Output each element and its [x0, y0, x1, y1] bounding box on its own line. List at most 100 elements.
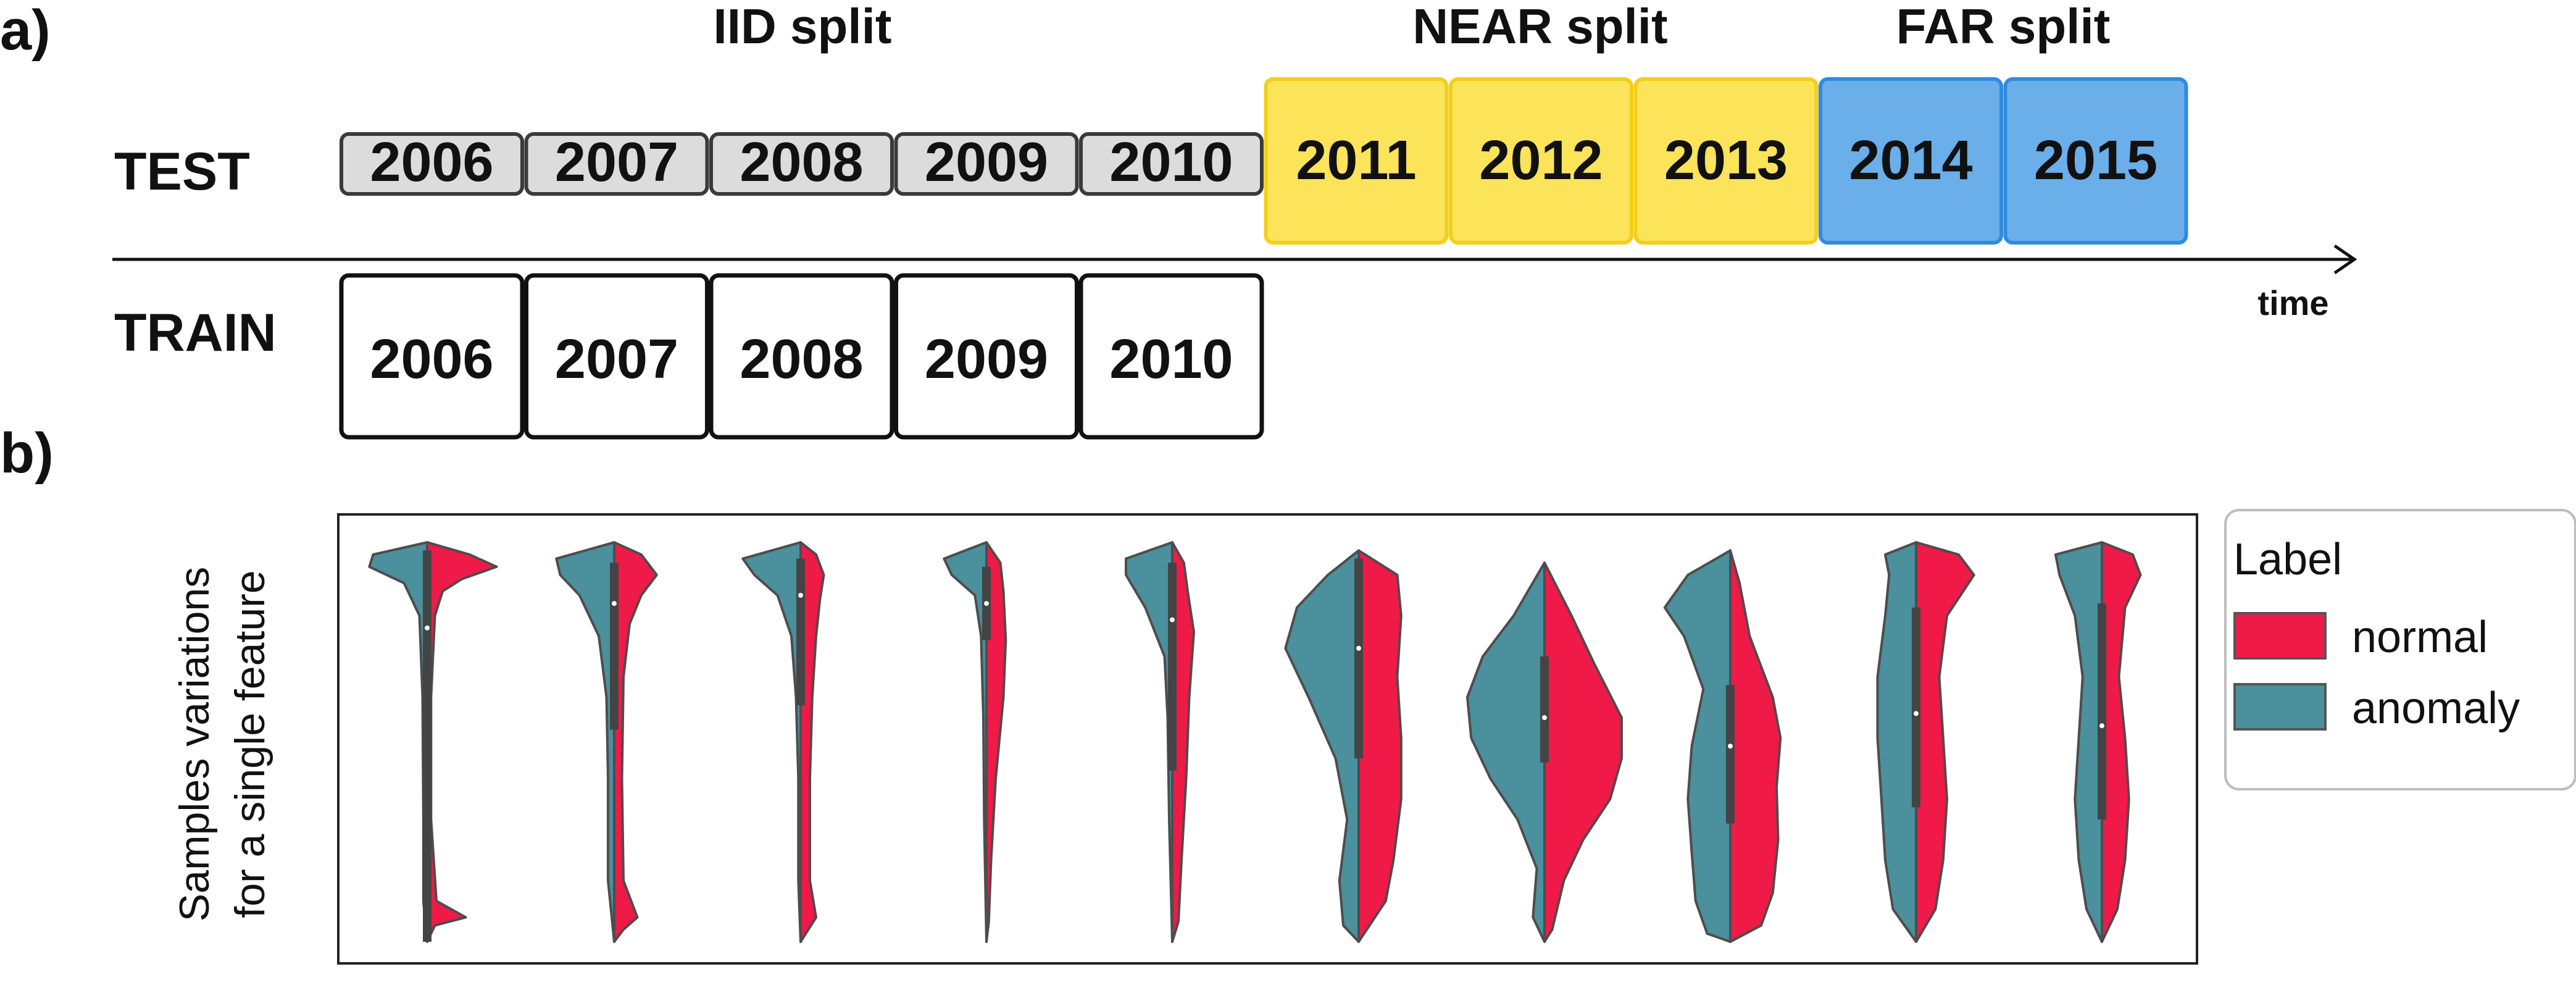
time-axis: time — [112, 244, 2357, 322]
panel-a: a) IID split NEAR split FAR split TEST T… — [0, 0, 2357, 440]
violin-median-point — [1170, 617, 1175, 622]
test-year-boxes: 2006 2007 2008 2009 2010 2011 2012 2013 2014 2015 — [340, 77, 2188, 245]
train-year-label: 2009 — [925, 329, 1048, 390]
violin-2010 — [1125, 541, 1195, 943]
test-year-box-rect — [1264, 77, 1449, 245]
violin-half-normal — [799, 541, 825, 943]
train-year-box-2010: 2010 — [1078, 273, 1264, 440]
violin-iqr-box — [423, 550, 431, 942]
violin-2015 — [2054, 541, 2142, 943]
test-year-box-2014: 2014 — [1819, 77, 2003, 245]
train-year-box-2007: 2007 — [524, 273, 709, 440]
panel-b: b) Samples variations for a single featu… — [0, 422, 2576, 965]
test-year-box-rect — [524, 132, 709, 196]
test-year-box-2010: 2010 — [1079, 132, 1264, 196]
violin-half-normal — [613, 541, 658, 943]
test-year-box-rect — [2003, 77, 2188, 245]
violin-median-point — [1728, 744, 1733, 749]
train-year-box-rect — [339, 273, 525, 440]
iid-split-label: IID split — [714, 0, 892, 54]
violin-half-normal — [1915, 541, 1975, 943]
test-year-label: 2010 — [1109, 132, 1233, 193]
violin-plot-area — [368, 541, 2142, 943]
test-year-box-rect — [1819, 77, 2003, 245]
test-year-label: 2009 — [925, 132, 1048, 193]
train-year-boxes: 2006 2007 2008 2009 2010 — [339, 273, 1264, 440]
test-year-box-2006: 2006 — [340, 132, 524, 196]
test-year-label: 2014 — [1849, 130, 1972, 191]
test-year-box-rect — [1633, 77, 1819, 245]
panel-b-label: b) — [0, 422, 54, 485]
violin-median-point — [1356, 645, 1361, 651]
test-year-box-2009: 2009 — [894, 132, 1079, 196]
violin-median-point — [2099, 723, 2104, 729]
violin-half-normal — [985, 541, 1007, 943]
test-year-box-2008: 2008 — [709, 132, 894, 196]
violin-iqr-box — [796, 558, 805, 706]
test-year-box-rect — [894, 132, 1079, 196]
y-axis-label-line-1: Samples variations — [171, 567, 218, 921]
test-year-label: 2006 — [370, 132, 493, 193]
train-year-box-2008: 2008 — [709, 273, 894, 440]
test-year-box-2013: 2013 — [1633, 77, 1819, 245]
test-year-label: 2007 — [555, 132, 678, 193]
violin-iqr-box — [1912, 607, 1920, 808]
test-year-box-rect — [1079, 132, 1264, 196]
violin-half-anomaly — [1663, 549, 1732, 943]
violin-half-anomaly — [1876, 541, 1917, 943]
far-split-label: FAR split — [1896, 0, 2111, 54]
violin-2006 — [368, 541, 498, 943]
train-year-label: 2008 — [740, 329, 863, 390]
test-year-label: 2008 — [740, 132, 863, 193]
test-row-label: TEST — [114, 142, 250, 201]
violin-half-normal — [1171, 541, 1195, 943]
violin-2007 — [555, 541, 658, 943]
y-axis-label-line-2: for a single feature — [227, 570, 273, 918]
violin-half-anomaly — [1466, 561, 1546, 943]
test-year-box-2015: 2015 — [2003, 77, 2188, 245]
violin-iqr-box — [1726, 685, 1735, 824]
legend-label-normal: normal — [2352, 613, 2488, 662]
violin-median-point — [798, 593, 803, 598]
violin-half-normal — [1729, 549, 1782, 943]
violin-half-anomaly — [555, 541, 615, 943]
violin-2011 — [1284, 549, 1403, 943]
violin-median-point — [1914, 711, 1919, 716]
violin-2014 — [1876, 541, 1975, 943]
train-year-box-rect — [524, 273, 709, 440]
train-year-label: 2007 — [555, 329, 678, 390]
train-year-label: 2010 — [1109, 329, 1233, 390]
test-year-box-2012: 2012 — [1449, 77, 1633, 245]
test-year-box-rect — [340, 132, 524, 196]
panel-a-label: a) — [0, 0, 51, 62]
time-axis-arrowhead — [2333, 244, 2357, 275]
test-year-box-rect — [1449, 77, 1633, 245]
violin-iqr-box — [2098, 603, 2106, 819]
legend-label-anomaly: anomaly — [2352, 684, 2520, 733]
train-year-box-rect — [709, 273, 894, 440]
violin-half-anomaly — [1284, 549, 1360, 943]
test-year-label: 2013 — [1664, 130, 1788, 191]
train-year-box-rect — [1078, 273, 1264, 440]
violin-2008 — [741, 541, 825, 943]
test-year-label: 2011 — [1296, 130, 1416, 191]
violin-2013 — [1663, 549, 1782, 943]
violin-iqr-box — [1354, 558, 1363, 758]
train-year-label: 2006 — [370, 329, 493, 390]
violin-median-point — [612, 601, 617, 606]
violin-median-point — [425, 625, 430, 631]
test-year-label: 2015 — [2034, 130, 2157, 191]
legend-title: Label — [2233, 535, 2342, 584]
violin-2009 — [943, 541, 1007, 943]
violin-median-point — [984, 601, 989, 606]
test-year-box-rect — [709, 132, 894, 196]
train-row-label: TRAIN — [114, 303, 277, 363]
train-year-box-2009: 2009 — [894, 273, 1079, 440]
violin-half-normal — [2101, 541, 2142, 943]
violin-iqr-box — [610, 563, 619, 730]
violin-half-normal — [1543, 561, 1623, 943]
test-year-box-2011: 2011 — [1264, 77, 1449, 245]
violin-half-anomaly — [2054, 541, 2103, 943]
violin-iqr-box — [1168, 563, 1177, 771]
near-split-label: NEAR split — [1412, 0, 1667, 54]
